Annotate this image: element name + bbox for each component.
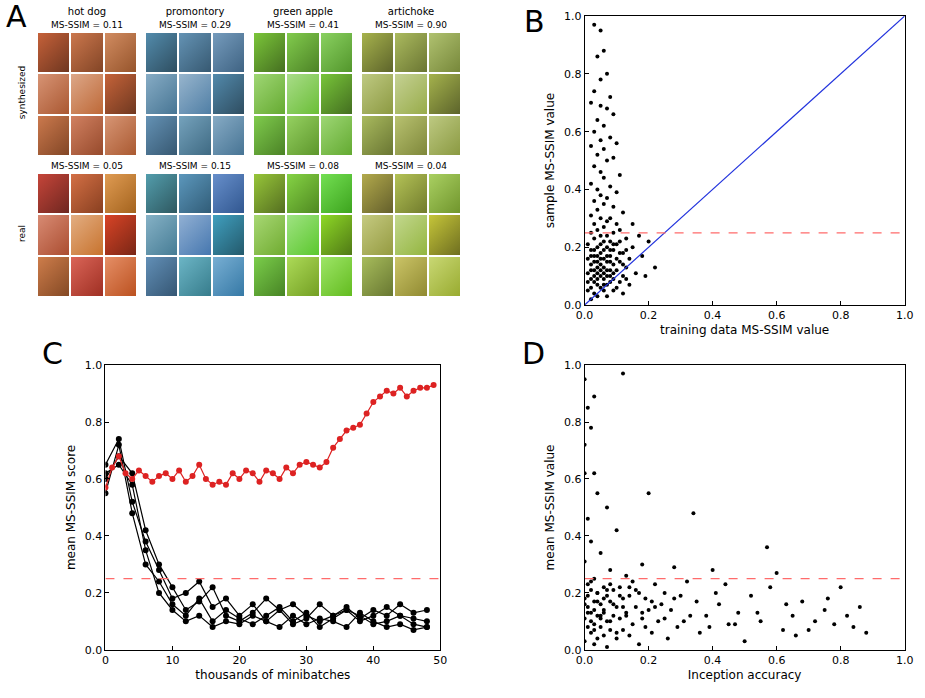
svg-text:1.0: 1.0 — [564, 359, 582, 372]
html-text:MS-SSIM = 0.08: MS-SSIM = 0.08 — [267, 161, 339, 171]
svg-text:1.0: 1.0 — [85, 359, 103, 372]
html-text:MS-SSIM = 0.15: MS-SSIM = 0.15 — [159, 161, 231, 171]
html-text:artichoke: artichoke — [387, 6, 435, 17]
svg-text:0.6: 0.6 — [564, 473, 582, 486]
html-text:MS-SSIM = 0.29: MS-SSIM = 0.29 — [159, 20, 231, 30]
svg-text:0.6: 0.6 — [768, 654, 786, 667]
svg-text:0.0: 0.0 — [564, 644, 582, 657]
html-text:hot dog: hot dog — [67, 6, 107, 17]
svg-text:0.2: 0.2 — [564, 587, 582, 600]
svg-text:0.6: 0.6 — [85, 473, 103, 486]
svg-text:0.8: 0.8 — [564, 416, 582, 429]
svg-text:0.4: 0.4 — [704, 654, 722, 667]
html-text:promontory: promontory — [165, 6, 225, 17]
html-text:MS-SSIM = 0.11: MS-SSIM = 0.11 — [51, 20, 123, 30]
svg-text:0: 0 — [102, 654, 109, 667]
svg-text:0.0: 0.0 — [564, 299, 582, 312]
svg-text:0.8: 0.8 — [564, 68, 582, 81]
svg-text:sample MS-SSIM value: sample MS-SSIM value — [543, 93, 557, 228]
svg-text:20: 20 — [232, 654, 246, 667]
svg-text:0.6: 0.6 — [564, 125, 582, 138]
svg-text:B: B — [524, 4, 545, 39]
svg-text:C: C — [42, 336, 63, 371]
svg-text:0.2: 0.2 — [564, 241, 582, 254]
svg-text:0.4: 0.4 — [704, 309, 722, 322]
html-text:real: real — [16, 225, 27, 242]
svg-text:D: D — [522, 336, 545, 371]
svg-text:0.0: 0.0 — [576, 654, 594, 667]
html-text:MS-SSIM = 0.05: MS-SSIM = 0.05 — [51, 161, 123, 171]
svg-text:Inception accuracy: Inception accuracy — [688, 668, 802, 682]
svg-text:0.2: 0.2 — [85, 587, 103, 600]
svg-text:0.2: 0.2 — [640, 654, 658, 667]
html-text:MS-SSIM = 0.90: MS-SSIM = 0.90 — [375, 20, 447, 30]
svg-text:0.0: 0.0 — [85, 644, 103, 657]
html-text:MS-SSIM = 0.04: MS-SSIM = 0.04 — [375, 161, 447, 171]
svg-text:0.8: 0.8 — [85, 416, 103, 429]
svg-text:mean MS-SSIM value: mean MS-SSIM value — [543, 445, 557, 571]
html-text:green apple: green apple — [273, 6, 333, 17]
svg-text:0.2: 0.2 — [640, 309, 658, 322]
html-text:MS-SSIM = 0.41: MS-SSIM = 0.41 — [267, 20, 339, 30]
svg-text:0.4: 0.4 — [564, 530, 582, 543]
svg-text:0.4: 0.4 — [564, 183, 582, 196]
svg-text:1.0: 1.0 — [896, 309, 914, 322]
html-text:synthesized: synthesized — [16, 65, 27, 120]
svg-text:mean MS-SSIM score: mean MS-SSIM score — [64, 445, 78, 570]
html-text:A: A — [6, 0, 27, 34]
svg-text:1.0: 1.0 — [564, 10, 582, 23]
svg-text:1.0: 1.0 — [896, 654, 914, 667]
svg-text:training data MS-SSIM value: training data MS-SSIM value — [660, 323, 829, 337]
svg-text:10: 10 — [165, 654, 179, 667]
svg-text:50: 50 — [433, 654, 447, 667]
svg-text:0.8: 0.8 — [832, 654, 850, 667]
svg-text:30: 30 — [299, 654, 313, 667]
svg-text:40: 40 — [366, 654, 380, 667]
svg-text:0.4: 0.4 — [85, 530, 103, 543]
svg-text:0.8: 0.8 — [832, 309, 850, 322]
svg-text:0.0: 0.0 — [576, 309, 594, 322]
svg-text:thousands of minibatches: thousands of minibatches — [195, 668, 350, 682]
svg-text:0.6: 0.6 — [768, 309, 786, 322]
